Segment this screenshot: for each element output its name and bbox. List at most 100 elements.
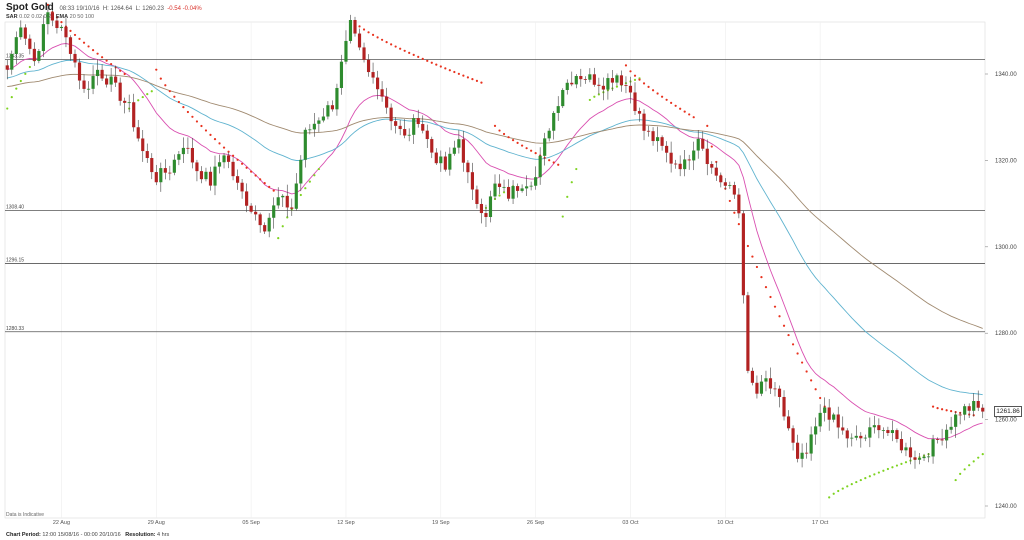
bullish-candle xyxy=(606,73,610,100)
candle-body xyxy=(859,435,863,439)
psar-dot-down xyxy=(385,41,388,44)
psar-dot-up xyxy=(313,174,316,177)
psar-dot-down xyxy=(462,74,465,77)
candle-body xyxy=(416,118,420,125)
bullish-candle xyxy=(127,94,131,113)
bearish-candle xyxy=(385,87,389,114)
bullish-candle xyxy=(972,393,976,417)
bullish-candle xyxy=(457,130,461,154)
bearish-candle xyxy=(877,418,881,439)
psar-dot-down xyxy=(638,78,641,81)
candle-body xyxy=(493,183,497,197)
bearish-candle xyxy=(371,62,375,84)
x-tick-label: 12 Sep xyxy=(337,520,354,526)
candle-body xyxy=(886,430,890,434)
candle-body xyxy=(226,155,231,162)
bearish-candle xyxy=(398,120,402,136)
candle-body xyxy=(574,75,578,85)
bullish-candle xyxy=(863,434,867,442)
bullish-candle xyxy=(556,96,560,121)
psar-dot-down xyxy=(692,116,695,119)
candle-body xyxy=(457,139,461,148)
psar-dot-down xyxy=(769,295,772,299)
bullish-candle xyxy=(177,151,181,166)
candle-body xyxy=(850,437,854,439)
bullish-candle xyxy=(502,179,506,192)
candle-body xyxy=(317,120,321,124)
candle-body xyxy=(488,196,493,218)
candle-body xyxy=(502,186,506,188)
bearish-candle xyxy=(123,97,127,114)
psar-dot-down xyxy=(123,72,126,76)
psar-dot-down xyxy=(240,162,244,165)
candle-body xyxy=(665,145,669,153)
candle-body xyxy=(312,123,316,130)
bullish-candle xyxy=(10,50,14,75)
psar-dot-down xyxy=(250,170,253,173)
psar-dot-down xyxy=(755,265,759,269)
candle-body xyxy=(683,159,687,170)
bearish-candle xyxy=(841,416,845,435)
bearish-candle xyxy=(263,222,267,235)
candle-body xyxy=(615,75,619,83)
candle-body xyxy=(534,177,538,186)
candle-body xyxy=(782,396,786,417)
bullish-candle xyxy=(823,397,827,422)
candle-body xyxy=(204,171,208,180)
candle-body xyxy=(565,82,569,91)
psar-dot-down xyxy=(367,31,370,34)
psar-dot-up xyxy=(15,87,18,90)
bearish-candle xyxy=(633,82,637,115)
bearish-candle xyxy=(114,65,118,87)
psar-dot-down xyxy=(87,45,90,48)
psar-dot-down xyxy=(394,45,397,48)
bearish-candle xyxy=(705,139,709,176)
candle-body xyxy=(321,116,325,121)
grid-layer xyxy=(4,21,986,519)
psar-dot-down xyxy=(430,61,433,64)
bearish-candle xyxy=(421,115,425,134)
bullish-candle xyxy=(267,213,271,238)
bearish-candle xyxy=(475,185,479,209)
psar-dot-up xyxy=(882,469,885,472)
psar-dot-down xyxy=(268,185,271,189)
chart-title: Spot Gold xyxy=(6,2,54,13)
chart-footer: Chart Period: 12:00 15/08/16 - 00:00 20/… xyxy=(6,532,169,538)
psar-dot-down xyxy=(164,84,167,87)
candle-body xyxy=(981,407,985,412)
candle-body xyxy=(163,168,167,173)
psar-dot-down xyxy=(73,33,77,37)
candle-body xyxy=(967,406,971,411)
bullish-candle xyxy=(348,14,353,44)
candle-body xyxy=(380,89,384,97)
candle-body xyxy=(339,61,344,88)
bullish-candle xyxy=(561,88,565,109)
x-tick-label: 10 Oct xyxy=(717,520,734,526)
psar-dot-up xyxy=(977,456,980,459)
bullish-candle xyxy=(868,417,872,448)
psar-dot-down xyxy=(380,38,384,41)
candle-body xyxy=(105,78,109,85)
bearish-candle xyxy=(791,425,795,451)
candle-body xyxy=(908,447,913,458)
candle-body xyxy=(32,48,36,61)
sar-values: 0.02 0.02 0.2 xyxy=(19,14,52,20)
psar-dot-up xyxy=(570,181,573,184)
bearish-candle xyxy=(154,164,158,186)
ema-100-line xyxy=(7,73,983,329)
candle-body xyxy=(597,84,601,86)
candle-body xyxy=(385,96,389,108)
candle-body xyxy=(646,130,651,132)
candle-body xyxy=(674,163,678,165)
ema-values: 20 50 100 xyxy=(69,14,95,20)
bearish-candle xyxy=(366,54,371,77)
psar-dot-up xyxy=(837,489,840,493)
bullish-candle xyxy=(850,433,854,447)
bullish-candle xyxy=(872,415,876,434)
psar-dot-up xyxy=(304,187,307,190)
bearish-candle xyxy=(624,76,628,94)
level-label: 1308.40 xyxy=(6,205,24,211)
bearish-candle xyxy=(967,403,971,419)
psar-dot-down xyxy=(200,124,203,128)
